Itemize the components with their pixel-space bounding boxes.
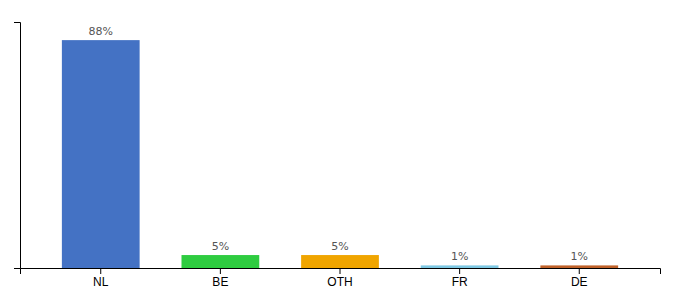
bar [62,40,140,268]
data-label: 5% [331,240,348,253]
x-tick-label: NL [93,275,109,289]
x-tick: NL [93,268,109,289]
bar [540,265,618,268]
x-tick: OTH [327,268,352,289]
data-label: 1% [571,250,588,263]
x-axis: NL BE OTH FR DE [21,268,661,289]
bars [62,40,618,268]
chart-container: 88% 5% 5% 1% 1% NL BE OTH FR DE [0,0,680,300]
x-tick-label: DE [571,275,588,289]
x-tick-mark [340,268,341,274]
x-tick-label: FR [452,275,468,289]
x-tick: BE [212,268,228,289]
data-label: 1% [451,250,468,263]
bar [421,265,499,268]
data-label: 5% [212,240,229,253]
data-labels: 88% 5% 5% 1% 1% [89,25,588,263]
x-tick-mark [579,268,580,274]
y-axis-line [14,23,21,269]
plot-area: 88% 5% 5% 1% 1% NL BE OTH FR DE [14,23,661,289]
x-tick-mark [220,268,221,274]
x-tick-mark [100,268,101,274]
y-axis [14,23,21,269]
x-tick-label: BE [212,275,228,289]
bar [301,255,379,268]
x-tick: FR [452,268,468,289]
chart-svg: 88% 5% 5% 1% 1% NL BE OTH FR DE [0,0,680,300]
x-tick-mark [459,268,460,274]
x-tick: DE [571,268,588,289]
data-label: 88% [89,25,113,38]
bar [181,255,259,268]
x-tick-label: OTH [327,275,352,289]
x-axis-line [21,269,661,275]
